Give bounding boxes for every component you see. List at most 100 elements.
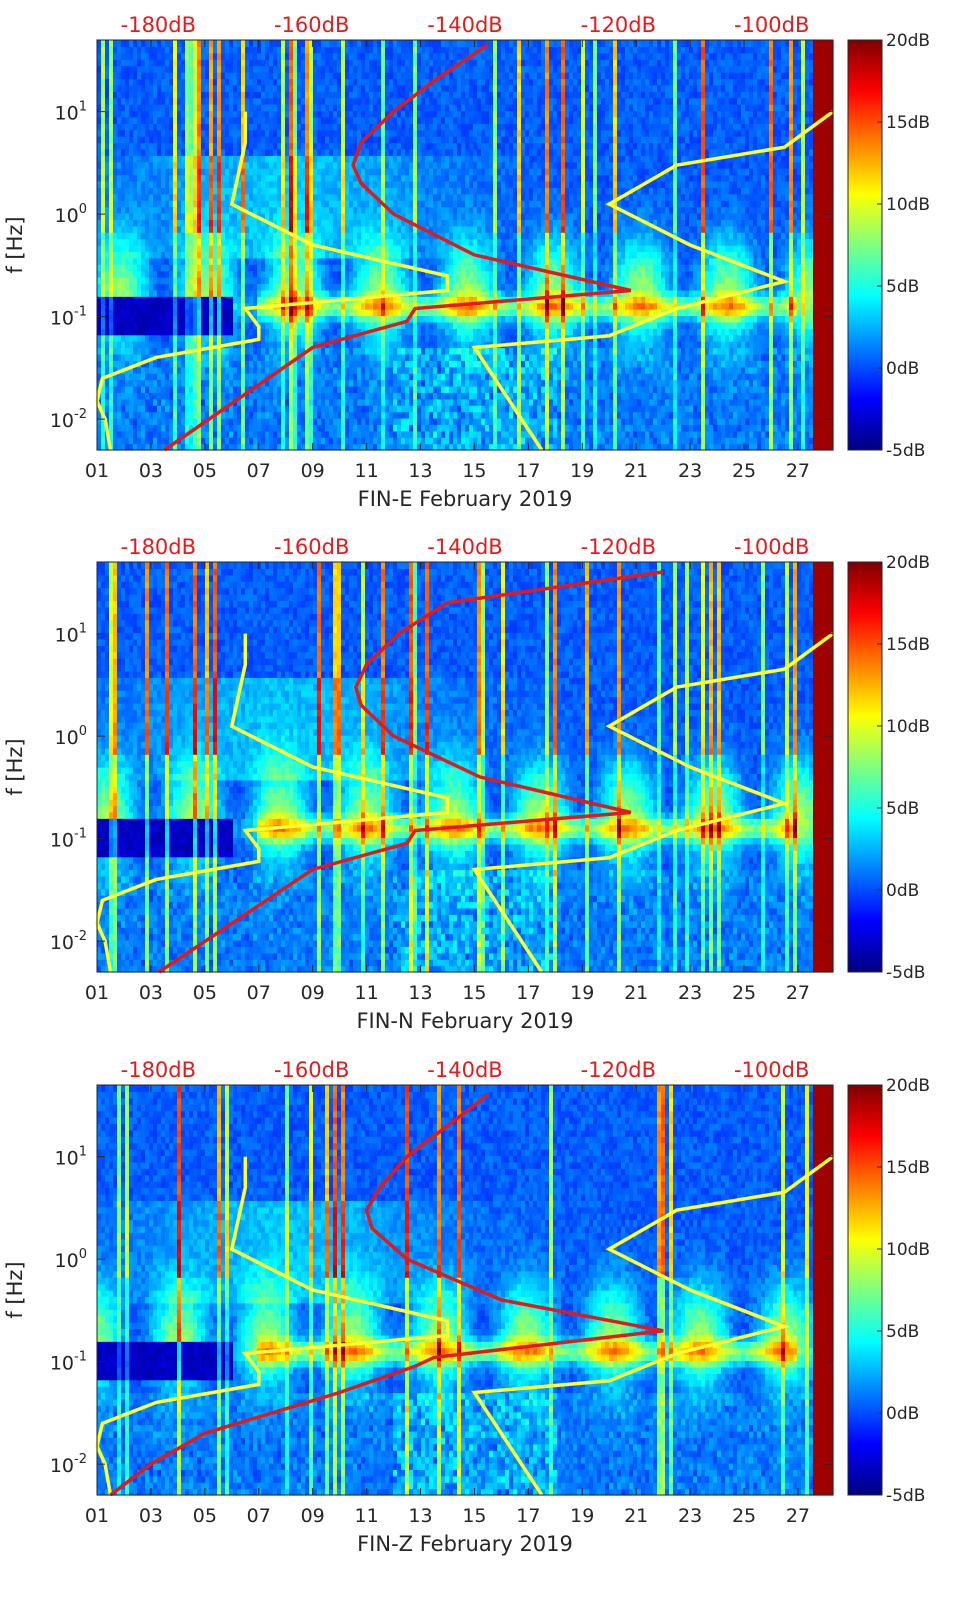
y-tick-base: 10 <box>55 1250 79 1272</box>
y-tick-label: 101 <box>55 622 87 647</box>
colorbar-tick-label: 5dB <box>886 277 919 297</box>
colorbar-ticks: 20dB 15dB 10dB 5dB 0dB -5dB <box>877 553 930 983</box>
y-axis-label: f [Hz] <box>3 1261 27 1318</box>
top-axis-tick-label: -100dB <box>734 13 809 37</box>
y-tick-label: 10-2 <box>50 1452 87 1477</box>
colorbar-tick-label: 0dB <box>886 881 919 901</box>
y-tick-label: 100 <box>55 724 87 749</box>
colorbar-tick-label: 15dB <box>886 113 930 133</box>
y-tick-base: 10 <box>55 625 79 647</box>
x-tick-label: 13 <box>408 1505 432 1527</box>
top-axis-tick-label: -120dB <box>581 1058 656 1082</box>
x-tick-label: 09 <box>301 982 325 1004</box>
x-axis-label: FIN-E February 2019 <box>358 487 573 511</box>
x-tick-label: 07 <box>247 1505 271 1527</box>
heatmap-cells <box>97 562 834 973</box>
colorbar-tick-label: 0dB <box>886 1404 919 1424</box>
x-tick-label: 21 <box>624 1505 648 1527</box>
colorbar-tick-label: 5dB <box>886 1322 919 1342</box>
x-tick-label: 15 <box>462 1505 486 1527</box>
x-tick-label: 17 <box>516 460 540 482</box>
top-axis-tick-label: -120dB <box>581 13 656 37</box>
x-tick-label: 03 <box>139 982 163 1004</box>
x-tick-label: 15 <box>462 982 486 1004</box>
colorbar-tick-label: 20dB <box>886 1076 930 1096</box>
x-tick-label: 25 <box>732 982 756 1004</box>
y-tick-exponent: -1 <box>74 1350 87 1365</box>
y-tick-label: 10-2 <box>50 407 87 432</box>
colorbar-tick-label: 20dB <box>886 553 930 573</box>
colorbar-tick-label: 15dB <box>886 1158 930 1178</box>
y-tick-label: 101 <box>55 100 87 125</box>
y-tick-label: 100 <box>55 1247 87 1272</box>
x-tick-label: 11 <box>355 1505 379 1527</box>
y-tick-base: 10 <box>50 410 74 432</box>
y-tick-base: 10 <box>50 1455 74 1477</box>
x-axis-label: FIN-N February 2019 <box>356 1009 573 1033</box>
x-tick-label: 11 <box>355 982 379 1004</box>
y-tick-exponent: -2 <box>74 929 87 944</box>
x-tick-label: 11 <box>355 460 379 482</box>
colorbar <box>848 1085 882 1495</box>
y-axis-label: f [Hz] <box>3 216 27 273</box>
x-tick-label: 27 <box>786 1505 810 1527</box>
y-tick-label: 100 <box>55 202 87 227</box>
colorbar <box>848 562 882 972</box>
x-tick-label: 13 <box>408 460 432 482</box>
x-tick-label: 01 <box>85 982 109 1004</box>
colorbar-tick-label: -5dB <box>886 963 925 983</box>
colorbar-tick-label: -5dB <box>886 441 925 461</box>
x-tick-label: 27 <box>786 460 810 482</box>
x-tick-label: 23 <box>678 1505 702 1527</box>
y-tick-label: 10-1 <box>50 305 87 330</box>
y-tick-exponent: -2 <box>74 407 87 422</box>
heatmap-cells <box>97 40 834 451</box>
top-axis-tick-label: -180dB <box>121 1058 196 1082</box>
y-tick-exponent: 1 <box>79 100 87 115</box>
y-tick-label: 10-1 <box>50 827 87 852</box>
x-tick-label: 19 <box>570 1505 594 1527</box>
y-tick-label: 101 <box>55 1145 87 1170</box>
x-tick-label: 05 <box>193 460 217 482</box>
y-tick-base: 10 <box>55 205 79 227</box>
y-tick-base: 10 <box>50 308 74 330</box>
colorbar-tick-label: 10dB <box>886 195 930 215</box>
x-tick-label: 01 <box>85 1505 109 1527</box>
fin-e-spectrogram-panel: 01 03 05 07 09 11 13 15 17 19 21 23 25 2710-210-11001… <box>3 13 930 511</box>
x-tick-label: 21 <box>624 460 648 482</box>
y-tick-exponent: 0 <box>79 1247 87 1262</box>
top-axis-tick-label: -140dB <box>427 13 502 37</box>
top-axis-tick-label: -100dB <box>734 535 809 559</box>
colorbar-tick-label: 15dB <box>886 635 930 655</box>
x-tick-label: 09 <box>301 1505 325 1527</box>
x-tick-label: 15 <box>462 460 486 482</box>
x-tick-label: 25 <box>732 1505 756 1527</box>
x-tick-label: 03 <box>139 460 163 482</box>
top-axis-tick-label: -100dB <box>734 1058 809 1082</box>
x-tick-label: 19 <box>570 982 594 1004</box>
top-axis-tick-label: -120dB <box>581 535 656 559</box>
x-tick-label: 17 <box>516 1505 540 1527</box>
y-tick-base: 10 <box>55 1148 79 1170</box>
x-axis-label: FIN-Z February 2019 <box>357 1532 573 1556</box>
x-tick-label: 27 <box>786 982 810 1004</box>
y-tick-base: 10 <box>50 932 74 954</box>
y-tick-exponent: 0 <box>79 724 87 739</box>
x-tick-label: 09 <box>301 460 325 482</box>
colorbar-tick-label: 10dB <box>886 1240 930 1260</box>
y-tick-label: 10-1 <box>50 1350 87 1375</box>
x-tick-label: 07 <box>247 460 271 482</box>
top-axis-tick-label: -180dB <box>121 535 196 559</box>
x-tick-label: 01 <box>85 460 109 482</box>
colorbar-tick-label: 5dB <box>886 799 919 819</box>
fin-z-spectrogram-panel: 01 03 05 07 09 11 13 15 17 19 21 23 25 2710-210-11001… <box>3 1058 930 1556</box>
colorbar-tick-label: 10dB <box>886 717 930 737</box>
y-tick-exponent: 1 <box>79 622 87 637</box>
top-axis-tick-label: -160dB <box>274 13 349 37</box>
x-tick-label: 25 <box>732 460 756 482</box>
x-tick-label: 13 <box>408 982 432 1004</box>
y-tick-exponent: 1 <box>79 1145 87 1160</box>
x-tick-label: 19 <box>570 460 594 482</box>
